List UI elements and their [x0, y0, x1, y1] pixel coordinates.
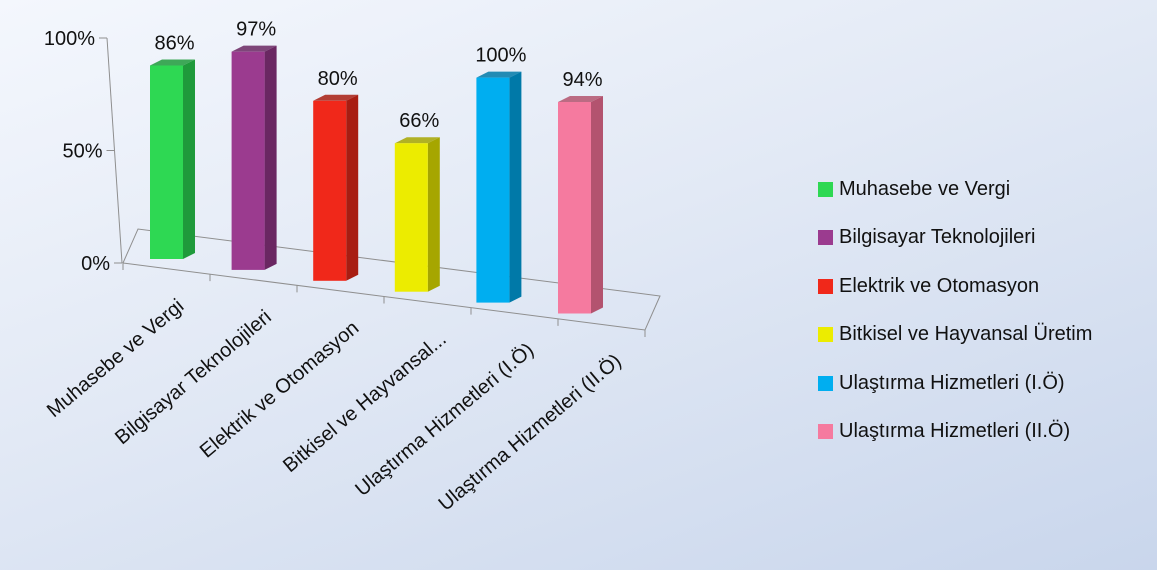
bar-side-face [509, 71, 522, 303]
bar [313, 94, 359, 281]
y-tick-label: 100% [44, 28, 95, 50]
bar [476, 71, 522, 303]
bar-top-face [558, 96, 603, 102]
chart-legend: Muhasebe ve Vergi Bilgisayar Teknolojiler… [818, 165, 1153, 456]
data-label: 100% [475, 45, 526, 67]
data-label: 66% [399, 110, 439, 132]
bar [558, 96, 603, 314]
x-tick-label: Ulaştırma Hizmetleri (II.Ö) [435, 350, 626, 515]
x-tick-label: Bitkisel ve Hayvansal... [279, 328, 451, 477]
data-label: 86% [154, 33, 194, 55]
legend-swatch [818, 375, 833, 391]
bar [150, 59, 195, 259]
legend-item: Muhasebe ve Vergi [818, 165, 1153, 214]
bar-front-face [231, 51, 265, 270]
data-label: 97% [236, 19, 276, 41]
legend-item: Bilgisayar Teknolojileri [818, 214, 1153, 263]
bar-top-face [231, 45, 277, 52]
bar [394, 137, 440, 292]
legend-item: Ulaştırma Hizmetleri (I.Ö) [818, 359, 1153, 408]
legend-label: Muhasebe ve Vergi [839, 177, 1011, 200]
bar-front-face [313, 100, 347, 281]
bar-top-face [313, 94, 359, 101]
bar-side-face [264, 45, 277, 270]
legend-swatch [818, 278, 833, 294]
legend-swatch [818, 230, 833, 246]
bar-side-face [591, 96, 603, 314]
legend-swatch [818, 327, 833, 343]
bar-side-face [427, 137, 440, 292]
legend-label: Bitkisel ve Hayvansal Üretim [839, 323, 1093, 346]
legend-swatch [818, 181, 833, 197]
bar [231, 45, 277, 270]
x-tick-label: Elektrik ve Otomasyon [196, 317, 363, 462]
legend-label: Ulaştırma Hizmetleri (II.Ö) [839, 420, 1071, 443]
legend-label: Bilgisayar Teknolojileri [839, 226, 1036, 249]
x-tick-label: Ulaştırma Hizmetleri (I.Ö) [351, 339, 538, 501]
legend-swatch [818, 424, 833, 440]
y-tick-label: 0% [81, 253, 110, 275]
bar-front-face [394, 143, 428, 292]
data-label: 80% [318, 68, 358, 90]
data-label: 94% [562, 69, 602, 91]
y-tick-label: 50% [62, 141, 102, 163]
bar-side-face [183, 59, 195, 259]
legend-item: Bitkisel ve Hayvansal Üretim [818, 311, 1153, 360]
bar-top-face [150, 59, 195, 66]
chart-axes: 0% 50% 100% [44, 28, 661, 337]
legend-item: Ulaştırma Hizmetleri (II.Ö) [818, 408, 1153, 457]
bar-front-face [558, 102, 591, 314]
legend-label: Ulaştırma Hizmetleri (I.Ö) [839, 371, 1065, 394]
legend-label: Elektrik ve Otomasyon [839, 274, 1040, 297]
bar-top-face [476, 71, 522, 78]
chart-data-labels: 86% 97% 80% 66% 100% 94% [154, 19, 602, 133]
bar-front-face [150, 65, 183, 259]
legend-item: Elektrik ve Otomasyon [818, 262, 1153, 311]
bar-front-face [476, 77, 510, 303]
chart-bars [150, 45, 603, 314]
bar-top-face [394, 137, 440, 144]
bar-side-face [346, 94, 359, 281]
